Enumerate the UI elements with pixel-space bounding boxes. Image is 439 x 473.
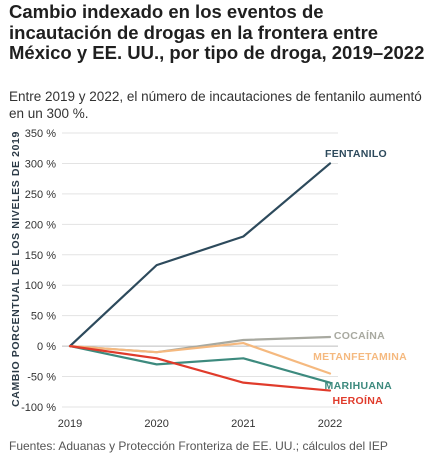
y-tick-label: 0 % (37, 341, 56, 353)
x-tick-label: 2019 (58, 418, 82, 430)
series-labels: FENTANILO COCAÍNA METANFETAMINA MARIHUANA HE… (313, 148, 407, 407)
series-label: FENTANILO (325, 148, 387, 160)
y-tick-label: 250 % (25, 189, 56, 201)
series-label: HEROÍNA (332, 394, 383, 407)
y-tick-label: -100 % (21, 402, 56, 414)
y-tick-label: 50 % (31, 311, 56, 323)
y-tick-label: -50 % (27, 372, 56, 384)
y-tick-label: 300 % (25, 158, 56, 170)
y-axis-ticks: -100 % -50 % 0 % 50 % 100 % 150 % 200 % 250 % 30… (21, 128, 56, 414)
y-tick-label: 100 % (25, 280, 56, 292)
y-tick-label: 200 % (25, 219, 56, 231)
x-tick-label: 2022 (318, 418, 342, 430)
y-tick-label: 150 % (25, 250, 56, 262)
y-axis-label: CAMBIO PORCENTUAL DE LOS NIVELES DE 2019 (10, 131, 22, 407)
y-tick-label: 350 % (25, 128, 56, 140)
x-tick-label: 2021 (231, 418, 255, 430)
series-line-metanfetamina (68, 341, 332, 375)
source-note: Fuentes: Aduanas y Protección Fronteriza… (9, 439, 388, 453)
grid-lines (62, 132, 338, 408)
x-tick-label: 2020 (144, 418, 168, 430)
series-label: MARIHUANA (325, 380, 393, 392)
series-label: COCAÍNA (334, 329, 385, 342)
x-axis-ticks: 2019 2020 2021 2022 (58, 418, 342, 430)
series-lines (68, 162, 332, 392)
series-line-marihuana (68, 345, 332, 384)
series-line-heroína (68, 345, 332, 392)
series-label: METANFETAMINA (313, 351, 407, 363)
series-line-fentanilo (68, 162, 332, 348)
chart-title: Cambio indexado en los eventos de incaut… (9, 1, 425, 63)
chart-subtitle: Entre 2019 y 2022, el número de incautac… (9, 89, 422, 121)
